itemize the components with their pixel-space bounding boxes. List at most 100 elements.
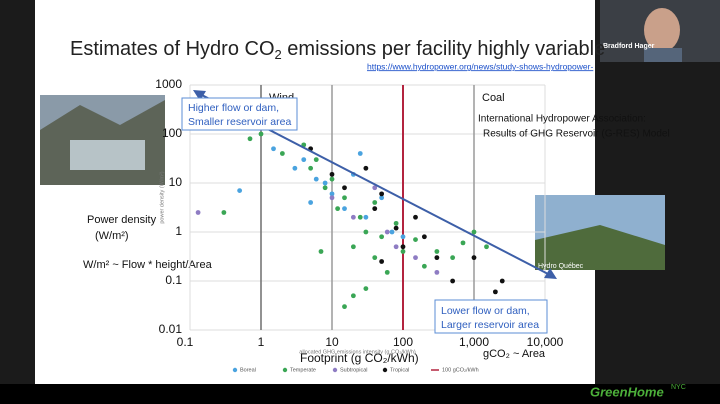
ylabel: (W/m²) — [95, 230, 129, 242]
point — [342, 206, 347, 212]
point — [421, 234, 427, 240]
point — [350, 214, 356, 220]
legend-label: Subtropical — [340, 367, 368, 373]
point — [342, 195, 347, 201]
source-note: International Hydropower Association: — [478, 114, 646, 125]
quebec-photo-land — [535, 225, 665, 270]
x-tick-label: 1 — [258, 335, 265, 349]
annotation: Larger reservoir area — [441, 319, 539, 331]
point — [335, 206, 341, 212]
point — [279, 151, 285, 156]
point — [450, 255, 456, 261]
point — [434, 249, 440, 254]
point — [329, 191, 335, 197]
point — [372, 255, 378, 261]
y-tick-label: 10 — [169, 175, 183, 189]
point — [400, 234, 406, 240]
point — [400, 244, 406, 250]
legend-label: 100 gCO₂/kWh — [442, 367, 479, 373]
point — [292, 165, 298, 171]
point — [237, 188, 243, 193]
source-note: Results of GHG Reservoir (G-RES) Model — [483, 129, 670, 140]
x-tick-label: 0.1 — [177, 335, 194, 349]
annotation: Lower flow or dam, — [441, 305, 530, 317]
point — [372, 200, 378, 205]
point — [313, 157, 319, 163]
point — [318, 249, 324, 254]
bottom-bar — [0, 384, 720, 404]
annotation: Smaller reservoir area — [188, 116, 291, 128]
legend-label: Temperate — [290, 367, 316, 373]
point — [372, 206, 378, 212]
legend-label: Boreal — [240, 367, 256, 373]
y-tick-label: 1000 — [155, 77, 182, 91]
x-tick-label: 10 — [325, 335, 339, 349]
logo-sup: NYC — [671, 384, 686, 391]
point — [400, 249, 406, 254]
point — [342, 304, 347, 310]
point — [499, 278, 505, 284]
axis-title: allocated GHG emissions intensity (g CO₂… — [299, 349, 416, 355]
point — [329, 171, 335, 177]
annotation-box — [434, 299, 548, 334]
point — [301, 157, 307, 163]
slide-title: Estimates of Hydro CO2 emissions per fac… — [70, 38, 605, 62]
point — [363, 214, 369, 220]
point — [389, 229, 395, 235]
point — [434, 255, 440, 261]
point — [247, 136, 253, 142]
legend-swatch — [232, 367, 238, 373]
point — [413, 255, 418, 261]
logo: GreenHome — [590, 384, 664, 399]
annotation-box — [181, 97, 298, 131]
annotation: Higher flow or dam, — [188, 102, 279, 114]
ylabel: Power density — [87, 214, 157, 226]
xlabel: Footprint (g CO₂/kWh) — [300, 351, 419, 365]
point — [484, 244, 489, 250]
video-shirt — [644, 48, 682, 62]
point — [271, 146, 276, 152]
point — [363, 286, 369, 291]
point — [384, 229, 390, 235]
point — [460, 240, 466, 246]
point — [357, 214, 363, 220]
point — [421, 263, 427, 269]
point — [384, 269, 390, 275]
point — [221, 210, 227, 215]
point — [363, 229, 369, 235]
y-tick-label: 0.01 — [159, 322, 183, 336]
arrow-head — [544, 268, 557, 279]
point — [308, 200, 314, 205]
point — [379, 234, 385, 240]
point — [393, 220, 399, 226]
point — [313, 176, 319, 182]
point — [413, 237, 418, 242]
point — [379, 191, 385, 197]
point — [329, 195, 335, 201]
point — [393, 225, 399, 231]
point — [372, 185, 378, 191]
point — [363, 165, 369, 171]
reference-label: Coal — [482, 92, 505, 104]
title-part: emissions per facility highly variable — [282, 38, 605, 60]
plot: 0.010.111010010000.11101001,00010,000Win… — [155, 77, 669, 373]
legend-swatch — [282, 367, 288, 373]
point — [413, 214, 418, 220]
point — [357, 151, 363, 156]
point — [342, 185, 347, 191]
formula: W/m² ~ Flow * height/Area — [83, 259, 213, 271]
y-tick-label: 0.1 — [165, 273, 182, 287]
axis-title: power density (W/m²) — [159, 171, 165, 223]
video-name: Bradford Hager — [603, 43, 655, 50]
area-note: gCO₂ ~ Area — [483, 348, 546, 360]
point — [258, 131, 264, 137]
point — [379, 259, 385, 264]
legend-label: Tropical — [390, 367, 409, 373]
x-tick-label: 100 — [393, 335, 413, 349]
dam-photo-lake — [70, 140, 145, 170]
point — [471, 255, 477, 261]
point — [379, 195, 385, 201]
point — [308, 165, 314, 171]
point — [471, 229, 477, 235]
source-link[interactable]: https://www.hydropower.org/news/study-sh… — [367, 61, 593, 71]
